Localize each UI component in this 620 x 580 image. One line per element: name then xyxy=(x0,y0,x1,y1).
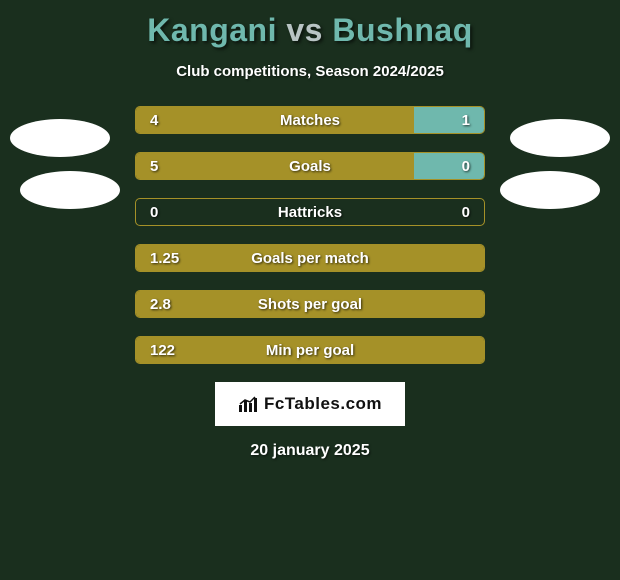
bar-right xyxy=(414,107,484,133)
vs-text: vs xyxy=(286,12,323,48)
avatar-left-2 xyxy=(20,171,120,209)
page-title: Kangani vs Bushnaq xyxy=(0,0,620,49)
logo-text: FcTables.com xyxy=(264,394,382,414)
stat-value-right: 1 xyxy=(462,107,470,133)
stat-row: 50Goals xyxy=(135,152,485,180)
bar-left xyxy=(136,337,484,363)
stat-row: 2.8Shots per goal xyxy=(135,290,485,318)
stat-value-left: 122 xyxy=(150,337,175,363)
subtitle: Club competitions, Season 2024/2025 xyxy=(0,63,620,80)
stat-row: 1.25Goals per match xyxy=(135,244,485,272)
stat-row: 122Min per goal xyxy=(135,336,485,364)
stat-value-left: 1.25 xyxy=(150,245,179,271)
bar-wrap: 1.25Goals per match xyxy=(135,244,485,272)
date-text: 20 january 2025 xyxy=(0,442,620,460)
bar-left xyxy=(136,153,414,179)
stat-name: Hattricks xyxy=(136,199,484,225)
player-left-name: Kangani xyxy=(147,12,277,48)
bar-wrap: 2.8Shots per goal xyxy=(135,290,485,318)
chart-icon xyxy=(238,395,260,413)
stat-row: 0 0Hattricks xyxy=(135,198,485,226)
stat-value-right: 0 xyxy=(462,153,470,179)
avatar-left-1 xyxy=(10,119,110,157)
stat-row: 41Matches xyxy=(135,106,485,134)
stat-value-left: 2.8 xyxy=(150,291,171,317)
bar-right xyxy=(414,153,484,179)
bar-left xyxy=(136,245,484,271)
player-right-name: Bushnaq xyxy=(332,12,472,48)
logo-box: FcTables.com xyxy=(215,382,405,426)
bar-wrap: 41Matches xyxy=(135,106,485,134)
stat-value-left: 4 xyxy=(150,107,158,133)
bar-wrap: 50Goals xyxy=(135,152,485,180)
stat-value-left: 0 xyxy=(150,199,158,225)
bar-left xyxy=(136,291,484,317)
avatar-right-2 xyxy=(500,171,600,209)
stat-value-right: 0 xyxy=(462,199,470,225)
avatar-right-1 xyxy=(510,119,610,157)
bar-left xyxy=(136,107,414,133)
bar-wrap: 0 0Hattricks xyxy=(135,198,485,226)
bar-wrap: 122Min per goal xyxy=(135,336,485,364)
stat-value-left: 5 xyxy=(150,153,158,179)
